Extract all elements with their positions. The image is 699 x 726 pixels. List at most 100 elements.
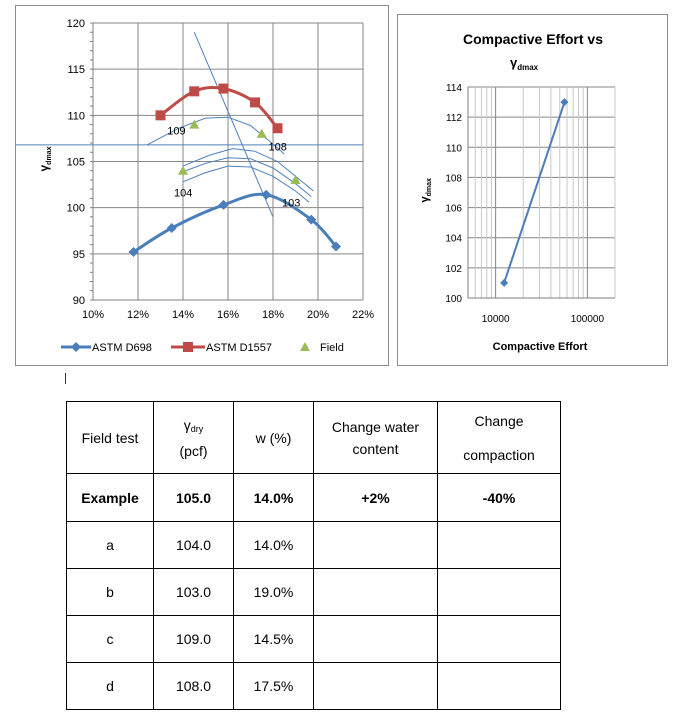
compaction-helper-curve [182,148,314,192]
header-gamma-symbol: γdry [154,414,233,440]
astm-d698-point [166,222,177,233]
y-axis-title-sub: dmax [426,178,433,196]
x-tick-label: 10% [82,309,104,321]
astm-d698-point [218,199,229,210]
row-w: 14.5% [233,615,314,663]
chart-title-line2: γdmax [510,55,539,72]
compaction-helper-curve [146,116,285,155]
x-tick-label: 16% [217,309,239,321]
row-gamma: 104.0 [153,521,234,569]
legend-d1557-label: ASTM D1557 [206,342,272,354]
field-point [290,174,301,184]
astm-d698-point [128,246,139,257]
x-tick-label: 12% [127,309,149,321]
x-axis-title: Compactive Effort [493,341,588,353]
gamma-base: γ [183,416,191,433]
header-change-water: Change water content [313,401,438,474]
field-point-label: 103 [282,198,300,210]
x-tick-label: 18% [262,309,284,321]
astm-d698-point [331,241,341,252]
row-w: 17.5% [233,662,314,710]
astm-d1557-point [155,110,166,121]
row-label: a [66,521,154,569]
table-row: d 108.0 17.5% [66,662,561,710]
y-tick-label: 110 [446,143,462,154]
astm-d1557-point [218,83,229,94]
row-change-water[interactable] [313,521,438,569]
header-change-compaction: Change compaction [437,401,561,474]
y-tick-label: 100 [445,294,462,305]
row-change-compaction[interactable] [437,662,561,710]
row-gamma: 105.0 [153,473,234,522]
row-w: 14.0% [233,473,314,522]
row-change-water[interactable] [313,662,438,710]
row-label: c [66,615,154,663]
steep-reference-line [193,32,274,218]
compaction-helper-curve [180,157,312,197]
x-tick-label: 14% [172,309,194,321]
field-point [189,119,200,129]
row-change-compaction[interactable] [437,615,561,663]
effort-line [503,101,566,284]
astm-d1557-line [159,85,279,130]
legend-d698-label: ASTM D698 [92,342,152,354]
astm-d1557-point [272,123,283,134]
compactive-effort-svg: 100 102 104 106 108 110 112 114 10000 100000 Compa… [419,31,616,353]
chart-title-line1: Compactive Effort vs [463,31,603,47]
y-tick-label: 90 [73,295,85,307]
row-change-water[interactable] [313,568,438,616]
astm-d1557-point [189,86,200,97]
y-tick-label: 104 [445,234,462,245]
y-tick-label: 102 [445,264,462,275]
row-change-compaction[interactable] [437,521,561,569]
text-cursor [65,373,66,384]
row-w: 14.0% [233,521,314,569]
header-gamma-dry: γdry (pcf) [153,401,234,474]
chart-title-line2-base: γ [510,55,518,70]
chart-title-line2-sub: dmax [517,63,538,72]
astm-d698-line [132,192,338,254]
header-field-test: Field test [66,401,154,474]
y-tick-label: 106 [445,204,462,215]
y-tick-label: 120 [67,18,85,30]
y-tick-label: 110 [67,110,85,122]
row-change-compaction[interactable] [437,568,561,616]
legend-field-marker [300,342,310,351]
gamma-sub: dry [190,423,204,434]
compaction-curve-svg: 90 95 100 105 110 115 120 10% 12% 14% 16% 18% 20% 22%… [16,18,374,354]
table-row: b 103.0 19.0% [66,568,561,616]
compaction-curve-chart: 90 95 100 105 110 115 120 10% 12% 14% 16% 18% 20% 22%… [15,5,389,366]
effort-point [560,98,569,107]
y-tick-label: 105 [67,157,85,169]
header-change-water-text: Change water content [331,418,420,457]
astm-d1557-point [250,97,260,108]
row-gamma: 103.0 [153,568,234,616]
legend-d1557-marker [183,342,193,352]
x-tick-label: 100000 [571,314,605,325]
row-label: b [66,568,154,616]
row-w: 19.0% [233,568,314,616]
table-row: Example 105.0 14.0% +2% -40% [66,473,561,522]
table-row: c 109.0 14.5% [66,615,561,663]
astm-d698-point [306,214,317,225]
y-axis-title: γdmax [37,146,53,171]
y-axis-title: γdmax [419,178,433,203]
row-change-water[interactable] [313,615,438,663]
y-tick-label: 95 [73,249,85,261]
y-axis-title-base: γ [419,196,431,203]
field-point-label: 109 [167,126,185,138]
header-gamma-unit: (pcf) [179,442,208,459]
row-gamma: 109.0 [153,615,234,663]
legend-field-label: Field [320,342,344,354]
table-row: a 104.0 14.0% [66,521,561,569]
compactive-effort-chart: 100 102 104 106 108 110 112 114 10000 100000 Compa… [397,14,668,366]
field-point [178,165,188,175]
x-tick-label: 20% [307,309,329,321]
x-tick-label: 10000 [482,314,510,325]
field-point-label: 108 [269,141,287,153]
x-tick-label: 22% [352,309,374,321]
y-tick-label: 112 [446,113,462,124]
field-test-table: Field test γdry (pcf) w (%) Change water… [66,401,561,710]
y-axis-title-sub: dmax [46,146,53,164]
row-label: d [66,662,154,710]
